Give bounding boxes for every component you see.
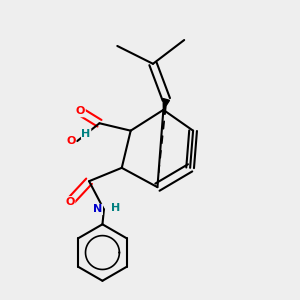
Polygon shape (163, 99, 170, 110)
Text: H: H (82, 129, 91, 139)
Text: O: O (65, 197, 74, 207)
Text: O: O (66, 136, 76, 146)
Text: O: O (76, 106, 85, 116)
Text: H: H (111, 203, 120, 213)
Text: N: N (93, 204, 102, 214)
